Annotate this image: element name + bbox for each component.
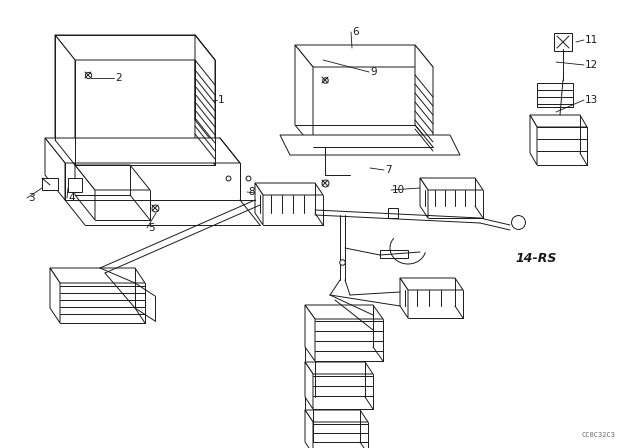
Polygon shape	[420, 178, 428, 218]
Polygon shape	[305, 362, 313, 409]
Polygon shape	[255, 183, 263, 225]
Text: 8: 8	[248, 187, 255, 197]
Polygon shape	[42, 178, 58, 190]
Polygon shape	[305, 410, 368, 422]
Text: 13: 13	[585, 95, 598, 105]
Polygon shape	[255, 183, 323, 195]
Text: 12: 12	[585, 60, 598, 70]
Polygon shape	[195, 60, 215, 145]
Text: 7: 7	[385, 165, 392, 175]
Polygon shape	[530, 115, 587, 127]
Polygon shape	[68, 178, 82, 192]
Polygon shape	[50, 268, 60, 323]
Text: 3: 3	[28, 193, 35, 203]
Polygon shape	[55, 35, 75, 165]
Text: 11: 11	[585, 35, 598, 45]
Polygon shape	[280, 135, 460, 155]
Polygon shape	[195, 35, 215, 165]
Polygon shape	[400, 278, 463, 290]
Text: CC0C32C3: CC0C32C3	[581, 432, 615, 438]
Polygon shape	[55, 35, 215, 60]
Text: 1: 1	[218, 95, 225, 105]
Text: 5: 5	[148, 223, 155, 233]
Polygon shape	[75, 165, 150, 190]
Polygon shape	[305, 305, 315, 361]
Polygon shape	[400, 278, 408, 318]
Polygon shape	[305, 305, 383, 319]
Polygon shape	[305, 362, 373, 374]
Polygon shape	[537, 83, 573, 107]
Text: 4: 4	[68, 193, 75, 203]
Text: 6: 6	[352, 27, 358, 37]
Polygon shape	[75, 165, 95, 220]
Polygon shape	[295, 45, 433, 67]
Polygon shape	[530, 115, 537, 165]
Polygon shape	[50, 268, 145, 283]
Text: 9: 9	[370, 67, 376, 77]
Text: 10: 10	[392, 185, 405, 195]
Polygon shape	[295, 45, 313, 147]
Polygon shape	[305, 410, 313, 448]
Polygon shape	[45, 138, 65, 200]
Polygon shape	[415, 45, 433, 147]
Text: 2: 2	[115, 73, 122, 83]
Polygon shape	[45, 138, 240, 163]
Text: 14-RS: 14-RS	[515, 251, 556, 264]
Polygon shape	[420, 178, 483, 190]
